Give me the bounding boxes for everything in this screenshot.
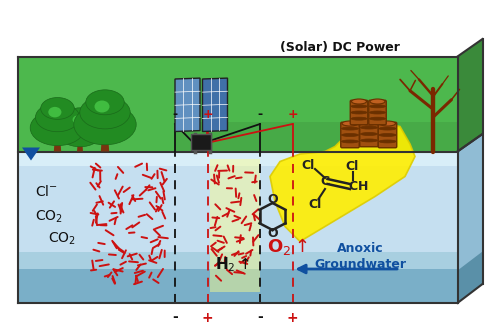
Text: Cl: Cl — [302, 159, 315, 171]
Ellipse shape — [360, 139, 378, 142]
Polygon shape — [18, 252, 458, 269]
FancyBboxPatch shape — [341, 122, 359, 148]
Text: +: + — [202, 311, 213, 325]
Ellipse shape — [370, 111, 386, 114]
Ellipse shape — [379, 140, 396, 143]
Ellipse shape — [360, 126, 378, 129]
Ellipse shape — [351, 117, 367, 120]
Ellipse shape — [40, 98, 74, 119]
Text: -: - — [257, 311, 263, 325]
Text: C: C — [320, 175, 330, 188]
Text: -: - — [172, 108, 178, 121]
Text: H$_2$$\uparrow$: H$_2$$\uparrow$ — [215, 256, 250, 274]
Ellipse shape — [361, 120, 377, 125]
Polygon shape — [270, 122, 415, 241]
Ellipse shape — [66, 108, 94, 126]
Ellipse shape — [86, 90, 124, 115]
Ellipse shape — [342, 134, 358, 137]
Polygon shape — [18, 152, 458, 166]
Ellipse shape — [351, 111, 367, 114]
Ellipse shape — [352, 99, 366, 104]
Text: Groundwater: Groundwater — [314, 259, 406, 272]
Text: CO$_2$: CO$_2$ — [35, 208, 63, 225]
Polygon shape — [458, 134, 482, 303]
Polygon shape — [175, 78, 200, 132]
FancyBboxPatch shape — [192, 134, 211, 150]
Text: Cl$^{-}$: Cl$^{-}$ — [35, 184, 58, 199]
Polygon shape — [458, 39, 482, 152]
Polygon shape — [175, 122, 458, 152]
Ellipse shape — [370, 117, 386, 120]
Ellipse shape — [62, 112, 98, 136]
Polygon shape — [101, 134, 109, 152]
Ellipse shape — [370, 105, 386, 108]
Ellipse shape — [80, 96, 130, 129]
Text: -: - — [172, 311, 178, 325]
Text: +: + — [287, 108, 298, 121]
Text: -: - — [258, 108, 262, 121]
Ellipse shape — [370, 99, 385, 104]
Ellipse shape — [30, 110, 85, 146]
Polygon shape — [202, 78, 228, 132]
Ellipse shape — [379, 127, 396, 130]
Ellipse shape — [360, 133, 378, 136]
Text: CO$_2$: CO$_2$ — [48, 231, 76, 247]
FancyBboxPatch shape — [378, 122, 397, 148]
FancyBboxPatch shape — [368, 100, 386, 125]
Ellipse shape — [72, 115, 83, 124]
Polygon shape — [210, 159, 260, 292]
Polygon shape — [18, 152, 458, 303]
Text: H: H — [358, 180, 368, 193]
Polygon shape — [77, 139, 83, 152]
Ellipse shape — [48, 107, 62, 117]
Text: Cl: Cl — [346, 160, 359, 173]
Text: +: + — [286, 311, 298, 325]
Text: C: C — [348, 180, 357, 193]
Text: O: O — [267, 227, 278, 240]
Text: (Solar) DC Power: (Solar) DC Power — [280, 41, 400, 54]
Ellipse shape — [36, 103, 80, 132]
Text: Cl: Cl — [308, 197, 322, 210]
Polygon shape — [22, 148, 40, 161]
Ellipse shape — [342, 121, 358, 126]
Text: Anoxic: Anoxic — [336, 241, 384, 255]
Ellipse shape — [379, 134, 396, 137]
Polygon shape — [18, 269, 458, 303]
FancyBboxPatch shape — [350, 100, 368, 125]
Ellipse shape — [342, 140, 358, 143]
Text: O: O — [267, 193, 278, 206]
Polygon shape — [458, 252, 482, 303]
FancyBboxPatch shape — [360, 121, 378, 147]
Polygon shape — [18, 56, 458, 152]
Text: +: + — [202, 108, 213, 121]
Ellipse shape — [74, 104, 136, 145]
Ellipse shape — [380, 121, 396, 126]
Text: O$_2$$\uparrow$: O$_2$$\uparrow$ — [267, 236, 308, 257]
Ellipse shape — [58, 118, 102, 147]
Ellipse shape — [342, 127, 358, 130]
Ellipse shape — [351, 105, 367, 108]
Polygon shape — [54, 136, 61, 152]
Ellipse shape — [94, 101, 110, 113]
